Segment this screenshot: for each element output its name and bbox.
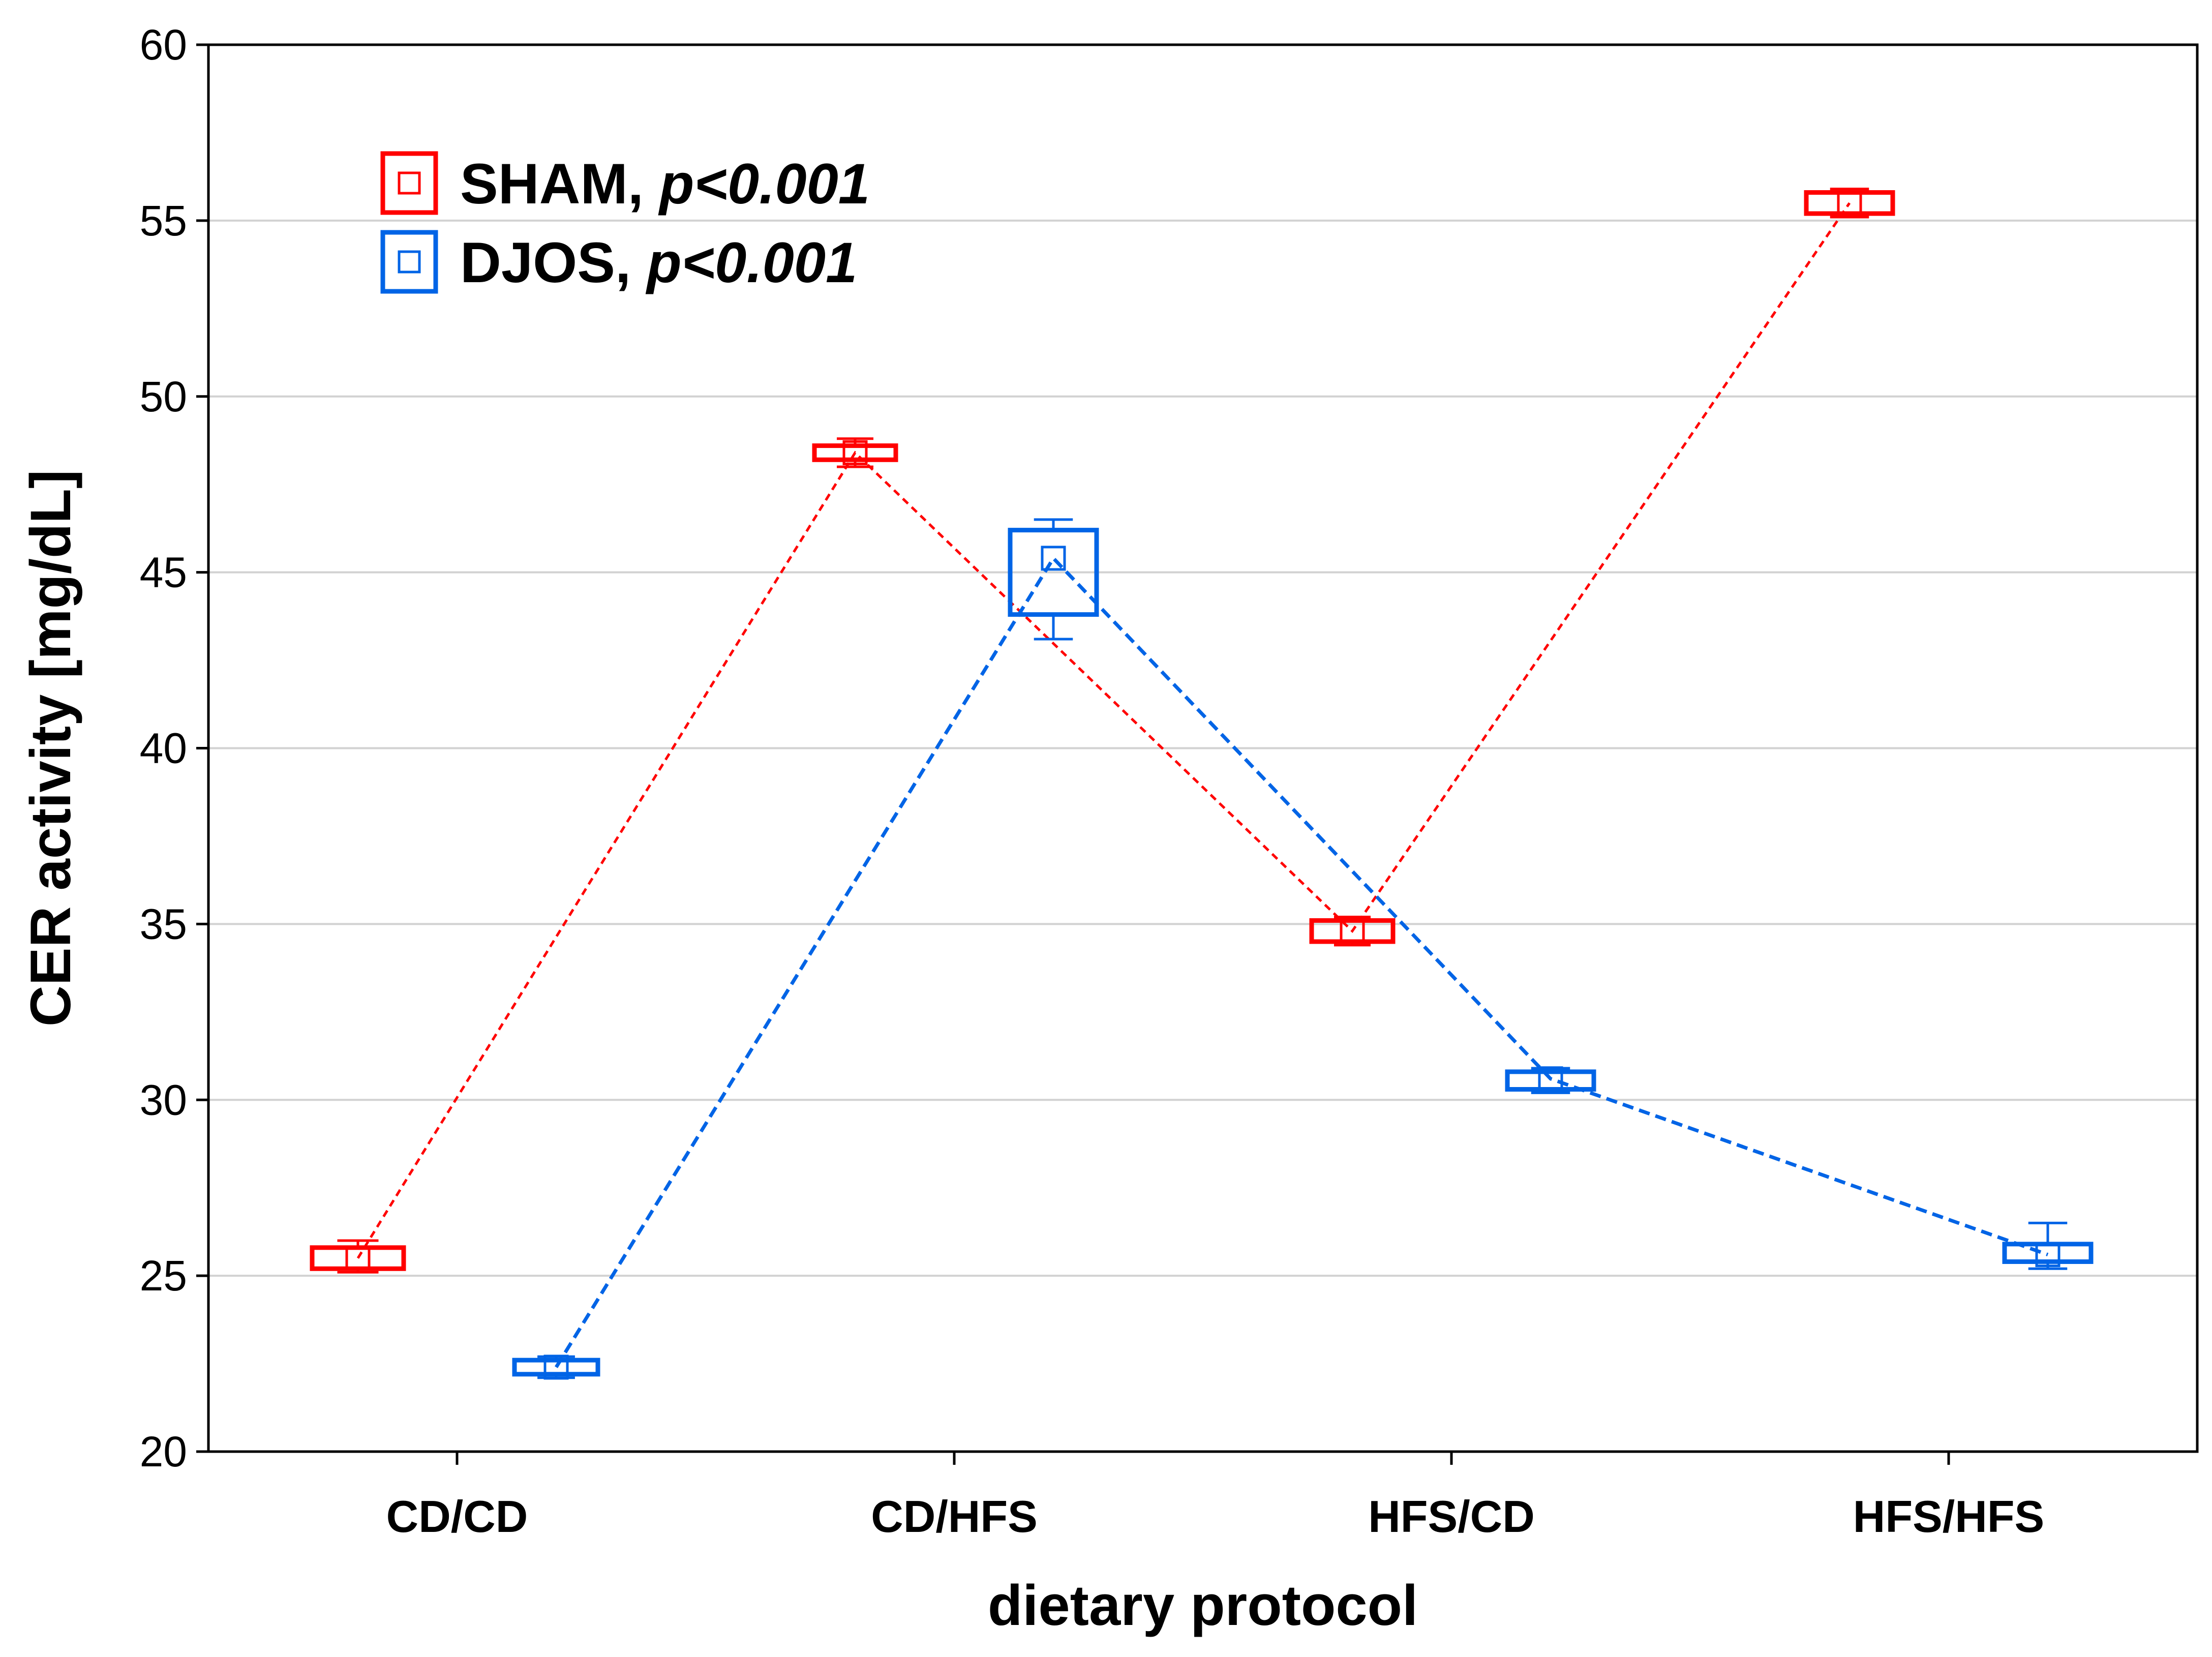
series-sham xyxy=(310,188,1895,1274)
legend-mean xyxy=(398,171,421,195)
series-djos xyxy=(512,518,2094,1380)
connector-line-sham xyxy=(356,202,1851,1259)
y-tick-label: 60 xyxy=(140,21,187,69)
y-tick-label: 35 xyxy=(140,900,187,948)
y-tick-label: 45 xyxy=(140,549,187,596)
x-tick-label: CD/CD xyxy=(386,1491,528,1542)
gridlines xyxy=(208,219,2197,1277)
y-tick-label: 40 xyxy=(140,725,187,772)
data-point-djos xyxy=(1008,518,1099,641)
mean-marker xyxy=(2035,1242,2061,1268)
y-tick-label: 25 xyxy=(140,1252,187,1300)
data-point-sham xyxy=(812,437,898,468)
mean-marker xyxy=(842,440,868,465)
x-tick-label: HFS/HFS xyxy=(1853,1491,2044,1542)
mean-marker xyxy=(1340,918,1365,944)
y-tick-label: 30 xyxy=(140,1076,187,1124)
legend-marker-djos xyxy=(380,230,438,294)
box xyxy=(1008,528,1099,617)
y-tick-label: 20 xyxy=(140,1428,187,1475)
legend-series-name: SHAM, xyxy=(460,152,659,216)
legend-p-value: p<0.001 xyxy=(645,231,857,294)
legend-label-sham: SHAM, p<0.001 xyxy=(460,152,870,216)
y-axis-title: CER activity [mg/dL] xyxy=(19,470,82,1027)
legend-box xyxy=(380,151,438,215)
box xyxy=(812,443,898,462)
data-point-djos xyxy=(2002,1221,2094,1270)
x-tick-label: HFS/CD xyxy=(1368,1491,1535,1542)
data-series xyxy=(310,188,2094,1380)
mean-marker xyxy=(1041,546,1066,571)
y-tick-label: 50 xyxy=(140,373,187,420)
x-tick-label: CD/HFS xyxy=(871,1491,1038,1542)
legend-p-value: p<0.001 xyxy=(658,152,870,216)
x-axis-title: dietary protocol xyxy=(988,1574,1418,1637)
data-point-sham xyxy=(310,1239,406,1274)
y-tick-label: 55 xyxy=(140,197,187,245)
legend-marker-sham xyxy=(380,151,438,215)
legend-label-djos: DJOS, p<0.001 xyxy=(460,231,857,294)
box xyxy=(512,1358,600,1377)
mean-marker xyxy=(345,1246,371,1271)
mean-marker xyxy=(1837,190,1862,216)
connector-line-djos xyxy=(555,555,2049,1368)
data-point-djos xyxy=(512,1354,600,1380)
mean-marker xyxy=(543,1354,569,1380)
data-point-sham xyxy=(1309,916,1396,947)
legend-mean xyxy=(398,250,421,274)
legend-series-name: DJOS, xyxy=(460,231,647,294)
axes: 20 25 30 35 40 45 50 55 60 CD/CD CD/HFS HFS/CD HFS/H… xyxy=(140,21,2045,1542)
data-point-djos xyxy=(1505,1066,1596,1094)
legend-box xyxy=(380,230,438,294)
data-point-sham xyxy=(1804,188,1895,219)
mean-marker xyxy=(1538,1066,1563,1092)
